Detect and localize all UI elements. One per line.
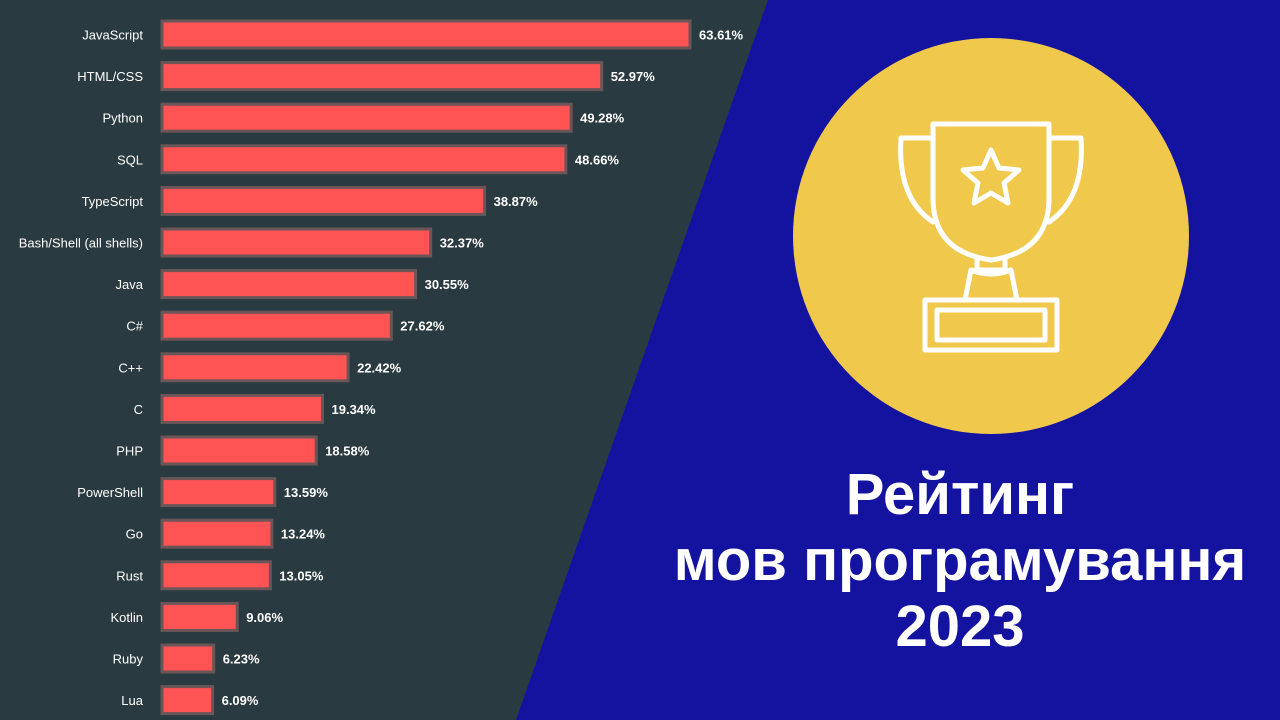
bar: [160, 560, 272, 591]
bars-layer: JavaScript 63.61% HTML/CSS 52.97% Python 49.2…: [19, 19, 744, 716]
value-label: 52.97%: [611, 69, 656, 84]
category-label: Kotlin: [110, 610, 143, 625]
bar: [160, 643, 216, 674]
category-label: C++: [118, 360, 143, 375]
headline-year: 2023: [895, 594, 1025, 659]
value-label: 9.06%: [246, 610, 283, 625]
category-label: Ruby: [113, 652, 144, 667]
headline-subtitle: мов програмування: [673, 528, 1247, 593]
bar: [160, 601, 239, 632]
bar: [160, 352, 350, 383]
value-label: 22.42%: [357, 360, 402, 375]
value-label: 38.87%: [494, 194, 539, 209]
category-label: SQL: [117, 152, 143, 167]
value-label: 27.62%: [400, 319, 445, 334]
value-label: 13.05%: [279, 568, 324, 583]
headline: Рейтинг мов програмування 2023: [630, 462, 1280, 660]
category-label: Lua: [121, 693, 143, 708]
bar: [160, 435, 318, 466]
value-label: 63.61%: [699, 28, 744, 43]
value-label: 30.55%: [425, 277, 470, 292]
category-label: Java: [116, 277, 144, 292]
category-label: Bash/Shell (all shells): [19, 236, 143, 251]
bar: [160, 518, 274, 549]
bar: [160, 102, 573, 133]
category-label: HTML/CSS: [77, 69, 143, 84]
category-label: C: [134, 402, 143, 417]
bar: [160, 144, 568, 175]
value-label: 19.34%: [332, 402, 377, 417]
category-label: PHP: [116, 444, 143, 459]
bar: [160, 19, 692, 50]
value-label: 18.58%: [325, 444, 370, 459]
bar: [160, 393, 324, 424]
category-label: Python: [103, 111, 143, 126]
bar: [160, 61, 604, 92]
bar: [160, 477, 277, 508]
category-label: PowerShell: [77, 485, 143, 500]
value-label: 6.09%: [222, 693, 259, 708]
bar: [160, 269, 418, 300]
trophy-star-icon: [898, 121, 1084, 353]
bar: [160, 685, 215, 716]
value-label: 32.37%: [440, 236, 485, 251]
category-label: JavaScript: [82, 28, 143, 43]
category-label: C#: [126, 319, 143, 334]
category-label: TypeScript: [82, 194, 144, 209]
trophy-badge: [793, 38, 1189, 434]
category-label: Go: [126, 527, 143, 542]
value-label: 48.66%: [575, 152, 620, 167]
category-label: Rust: [116, 568, 143, 583]
bar: [160, 185, 487, 216]
value-label: 13.59%: [284, 485, 329, 500]
bar: [160, 227, 433, 258]
value-label: 13.24%: [281, 527, 326, 542]
headline-title: Рейтинг: [845, 462, 1075, 527]
value-label: 49.28%: [580, 111, 625, 126]
bar: [160, 310, 393, 341]
value-label: 6.23%: [223, 652, 260, 667]
